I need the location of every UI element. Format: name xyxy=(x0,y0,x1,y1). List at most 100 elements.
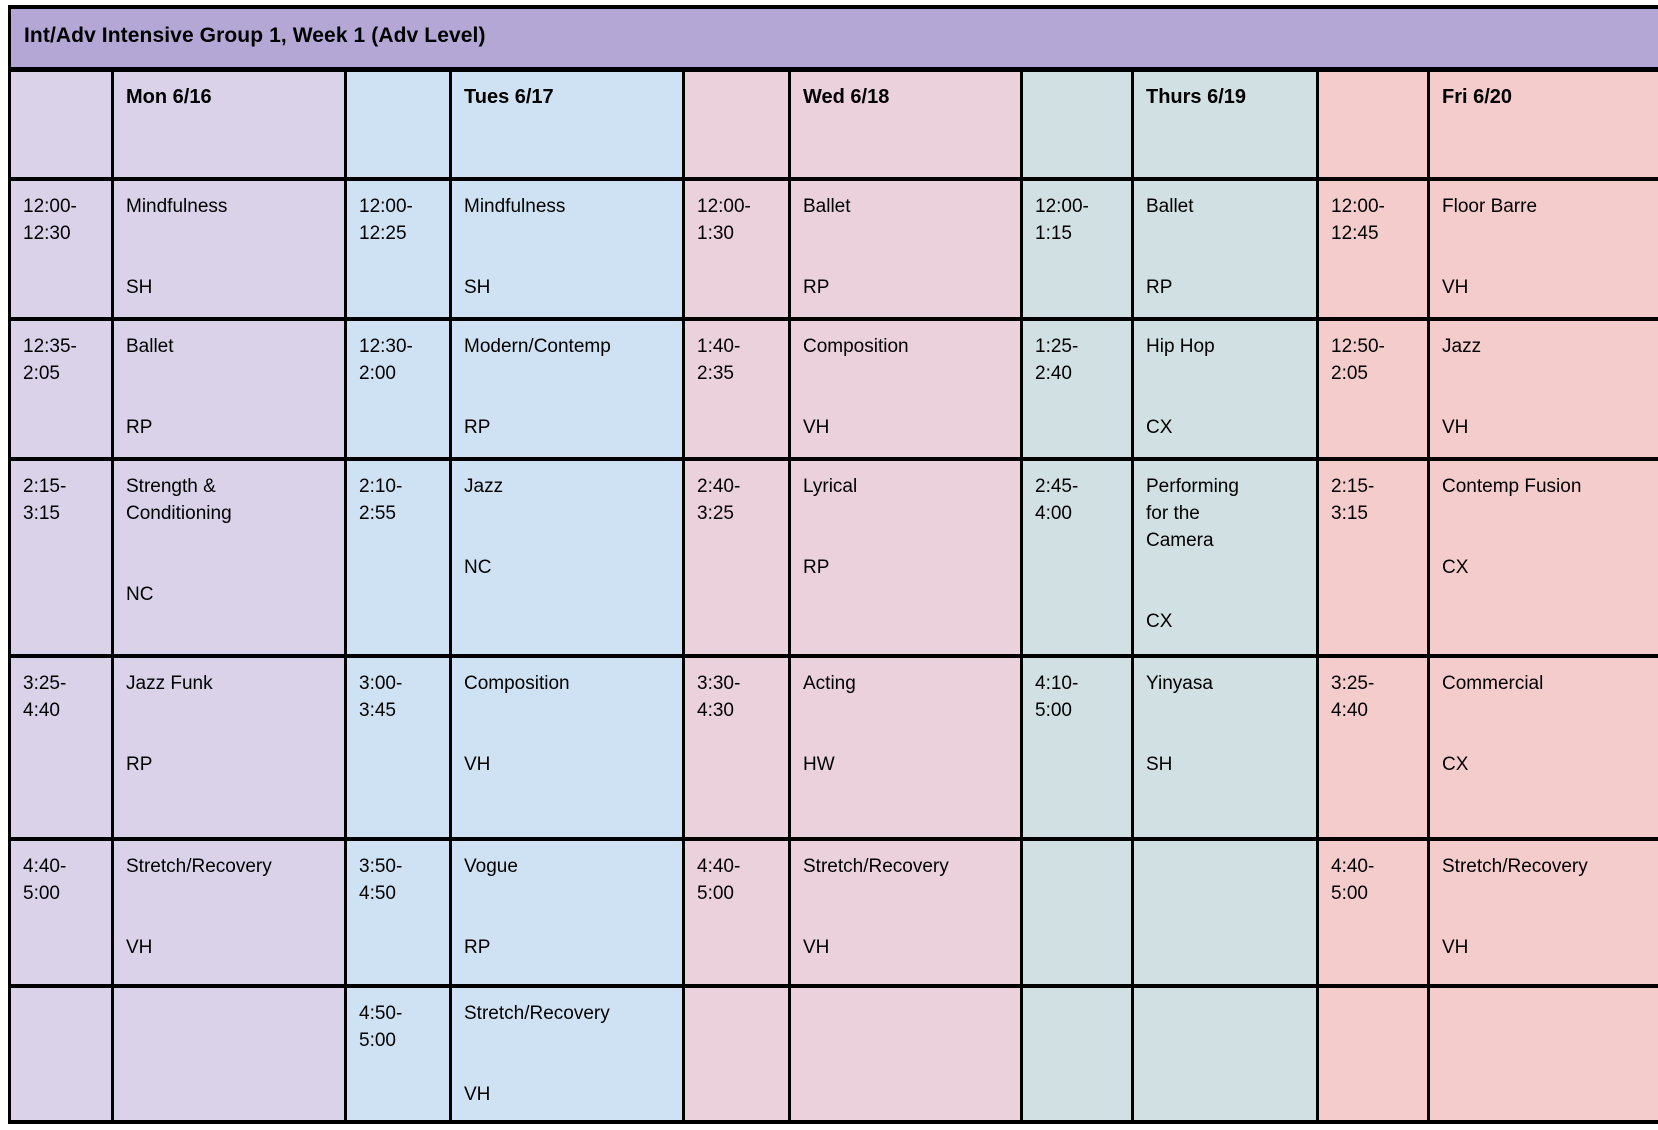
table-row: 12:35- 2:05 Ballet RP 12:30- 2:00 Modern/… xyxy=(8,317,1658,461)
day-header-mon: Mon 6/16 xyxy=(111,67,347,181)
table-row: 12:00- 12:30 Mindfulness SH 12:00- 12:25 … xyxy=(8,177,1658,321)
day-header-row: Mon 6/16 Tues 6/17 Wed 6/18 Thurs 6/19 F… xyxy=(8,67,1658,181)
time-cell: 12:30- 2:00 xyxy=(344,317,452,461)
class-cell: Performing for the Camera CX xyxy=(1131,457,1319,658)
time-cell: 4:50- 5:00 xyxy=(344,984,452,1124)
class-name: Composition xyxy=(464,673,570,694)
time-range: 4:40- 5:00 xyxy=(697,856,741,904)
time-cell: 3:25- 4:40 xyxy=(8,654,114,841)
class-name: Floor Barre xyxy=(1442,196,1538,217)
teacher-initials: VH xyxy=(464,754,491,775)
time-range: 1:40- 2:35 xyxy=(697,336,741,384)
time-cell xyxy=(1316,984,1430,1124)
day-header-wed: Wed 6/18 xyxy=(788,67,1023,181)
class-name: Contemp Fusion xyxy=(1442,476,1582,497)
title-row: Int/Adv Intensive Group 1, Week 1 (Adv L… xyxy=(7,5,1658,72)
class-cell: Commercial CX xyxy=(1426,654,1658,841)
time-range: 3:30- 4:30 xyxy=(697,673,741,721)
class-cell xyxy=(1131,984,1319,1124)
time-range: 3:25- 4:40 xyxy=(1331,673,1375,721)
class-name: Acting xyxy=(803,673,856,694)
time-range: 2:40- 3:25 xyxy=(697,476,741,524)
class-cell xyxy=(1131,837,1319,988)
teacher-initials: RP xyxy=(464,937,491,958)
time-cell: 12:00- 12:30 xyxy=(8,177,114,321)
table-row: 4:40- 5:00 Stretch/Recovery VH 3:50- 4:50… xyxy=(8,837,1658,988)
header-spacer-fri xyxy=(1316,67,1430,181)
class-name: Ballet xyxy=(126,336,174,357)
teacher-initials: VH xyxy=(1442,937,1469,958)
teacher-initials: CX xyxy=(1146,417,1173,438)
class-name: Mindfulness xyxy=(126,196,228,217)
table-row: 2:15- 3:15 Strength & Conditioning NC 2:1… xyxy=(8,457,1658,658)
time-range: 4:40- 5:00 xyxy=(23,856,67,904)
time-cell xyxy=(1020,837,1134,988)
class-cell: Mindfulness SH xyxy=(111,177,347,321)
time-cell: 2:15- 3:15 xyxy=(1316,457,1430,658)
teacher-initials: VH xyxy=(126,937,153,958)
class-cell: Lyrical RP xyxy=(788,457,1023,658)
time-cell xyxy=(8,984,114,1124)
time-range: 12:00- 12:25 xyxy=(359,196,413,244)
teacher-initials: RP xyxy=(126,417,153,438)
day-label: Wed 6/18 xyxy=(803,85,890,108)
class-cell: Composition VH xyxy=(449,654,685,841)
teacher-initials: CX xyxy=(1442,754,1469,775)
time-cell: 3:50- 4:50 xyxy=(344,837,452,988)
class-cell: Modern/Contemp RP xyxy=(449,317,685,461)
teacher-initials: RP xyxy=(126,754,153,775)
teacher-initials: RP xyxy=(803,277,830,298)
day-label: Tues 6/17 xyxy=(464,85,554,108)
teacher-initials: RP xyxy=(1146,277,1173,298)
class-name: Jazz xyxy=(1442,336,1482,357)
class-cell: Mindfulness SH xyxy=(449,177,685,321)
time-range: 1:25- 2:40 xyxy=(1035,336,1079,384)
time-range: 2:10- 2:55 xyxy=(359,476,403,524)
teacher-initials: VH xyxy=(1442,277,1469,298)
time-range: 4:10- 5:00 xyxy=(1035,673,1079,721)
class-name: Commercial xyxy=(1442,673,1544,694)
time-cell: 12:00- 12:25 xyxy=(344,177,452,321)
teacher-initials: CX xyxy=(1442,557,1469,578)
class-name: Stretch/Recovery xyxy=(126,856,272,877)
class-name: Strength & Conditioning xyxy=(126,476,232,524)
time-range: 4:40- 5:00 xyxy=(1331,856,1375,904)
time-range: 12:00- 1:15 xyxy=(1035,196,1089,244)
time-cell: 2:45- 4:00 xyxy=(1020,457,1134,658)
header-spacer-mon xyxy=(8,67,114,181)
class-cell: Ballet RP xyxy=(1131,177,1319,321)
time-range: 3:25- 4:40 xyxy=(23,673,67,721)
class-cell: Strength & Conditioning NC xyxy=(111,457,347,658)
schedule-table: Int/Adv Intensive Group 1, Week 1 (Adv L… xyxy=(7,5,1658,1124)
time-range: 2:15- 3:15 xyxy=(1331,476,1375,524)
time-cell xyxy=(1020,984,1134,1124)
class-name: Yinyasa xyxy=(1146,673,1213,694)
class-name: Ballet xyxy=(803,196,851,217)
page-title: Int/Adv Intensive Group 1, Week 1 (Adv L… xyxy=(24,23,486,47)
time-range: 12:00- 12:45 xyxy=(1331,196,1385,244)
class-cell: Ballet RP xyxy=(788,177,1023,321)
class-name: Modern/Contemp xyxy=(464,336,611,357)
time-cell: 12:00- 12:45 xyxy=(1316,177,1430,321)
time-range: 12:00- 12:30 xyxy=(23,196,77,244)
class-cell: Ballet RP xyxy=(111,317,347,461)
teacher-initials: SH xyxy=(126,277,153,298)
time-cell: 4:10- 5:00 xyxy=(1020,654,1134,841)
day-header-tue: Tues 6/17 xyxy=(449,67,685,181)
teacher-initials: CX xyxy=(1146,611,1173,632)
class-cell: Yinyasa SH xyxy=(1131,654,1319,841)
table-row: 4:50- 5:00 Stretch/Recovery VH xyxy=(8,984,1658,1124)
time-cell: 12:00- 1:30 xyxy=(682,177,791,321)
class-name: Hip Hop xyxy=(1146,336,1215,357)
time-cell: 2:40- 3:25 xyxy=(682,457,791,658)
class-cell: Jazz NC xyxy=(449,457,685,658)
day-label: Mon 6/16 xyxy=(126,85,212,108)
teacher-initials: NC xyxy=(126,584,154,605)
time-range: 12:00- 1:30 xyxy=(697,196,751,244)
day-header-thu: Thurs 6/19 xyxy=(1131,67,1319,181)
time-cell: 4:40- 5:00 xyxy=(682,837,791,988)
time-range: 12:50- 2:05 xyxy=(1331,336,1385,384)
class-cell: Hip Hop CX xyxy=(1131,317,1319,461)
header-spacer-thu xyxy=(1020,67,1134,181)
